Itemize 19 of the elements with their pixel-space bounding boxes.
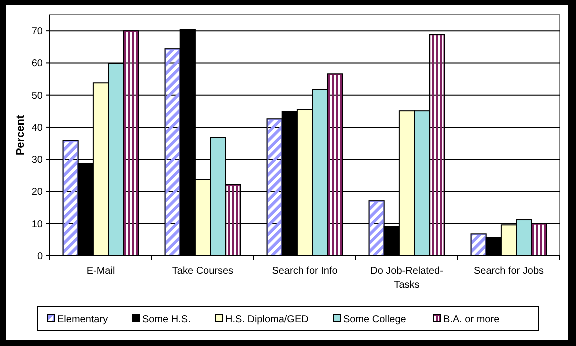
y-tick-label: 40 <box>32 122 44 134</box>
y-tick-label: 20 <box>32 187 44 198</box>
legend-label: Elementary <box>58 314 108 326</box>
x-tick-label: E-Mail <box>86 266 116 277</box>
y-axis-title: Percent <box>15 114 27 156</box>
y-tick-label: 50 <box>32 90 44 102</box>
y-tick-label: 70 <box>32 26 44 38</box>
legend-label: H.S. Diploma/GED <box>226 314 309 326</box>
y-tick-label: 0 <box>37 252 44 262</box>
x-tick-label: Take Courses <box>172 266 234 277</box>
legend-label: B.A. or more <box>444 314 500 326</box>
x-tick-label: Search for Info <box>272 266 338 277</box>
x-tick-label: Do Job-Related-Tasks <box>370 266 444 291</box>
x-tick-label: Search for Jobs <box>474 266 544 277</box>
legend-label: Some H.S. <box>142 314 191 326</box>
legend-label: Some College <box>344 314 407 326</box>
y-tick-label: 10 <box>32 219 44 230</box>
y-tick-label: 60 <box>32 58 44 70</box>
y-tick-label: 30 <box>32 155 44 166</box>
